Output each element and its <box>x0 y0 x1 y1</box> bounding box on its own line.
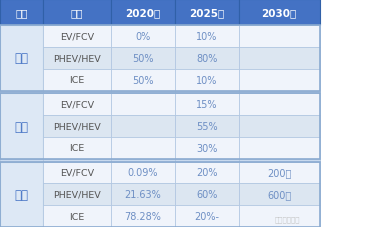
Bar <box>111 48 175 69</box>
Text: 0%: 0% <box>135 32 150 42</box>
Text: 600万: 600万 <box>267 190 291 199</box>
Text: 2025年: 2025年 <box>189 8 224 18</box>
Bar <box>175 137 239 159</box>
Text: 10%: 10% <box>196 75 217 85</box>
Bar <box>239 205 320 227</box>
Bar <box>43 116 111 137</box>
Bar <box>43 0 111 26</box>
Bar <box>111 159 175 162</box>
Text: 欧洲: 欧洲 <box>15 52 29 65</box>
Text: 80%: 80% <box>196 54 217 64</box>
Bar <box>0 94 43 159</box>
Bar <box>111 91 175 94</box>
Text: 30%: 30% <box>196 143 217 153</box>
Text: 50%: 50% <box>132 54 154 64</box>
Bar <box>175 26 239 48</box>
Text: 全球: 全球 <box>15 188 29 201</box>
Bar <box>239 48 320 69</box>
Bar <box>239 94 320 116</box>
Bar <box>0 159 43 162</box>
Bar <box>43 159 111 162</box>
Text: 50%: 50% <box>132 75 154 85</box>
Bar <box>0 26 43 91</box>
Text: PHEV/HEV: PHEV/HEV <box>53 54 101 63</box>
Text: 60%: 60% <box>196 190 217 199</box>
Bar <box>0 94 320 159</box>
Bar <box>239 0 320 26</box>
Bar <box>175 162 239 184</box>
Text: PHEV/HEV: PHEV/HEV <box>53 122 101 131</box>
Bar <box>43 91 111 94</box>
Bar <box>43 137 111 159</box>
Bar <box>239 184 320 205</box>
Bar <box>239 69 320 91</box>
Text: ICE: ICE <box>70 76 85 85</box>
Bar <box>0 162 320 227</box>
Bar <box>43 184 111 205</box>
Text: 10%: 10% <box>196 32 217 42</box>
Bar <box>111 205 175 227</box>
Text: EV/FCV: EV/FCV <box>60 100 94 109</box>
Text: 分类: 分类 <box>71 8 83 18</box>
Bar <box>0 162 43 227</box>
Bar <box>175 184 239 205</box>
Bar <box>43 162 111 184</box>
Text: PHEV/HEV: PHEV/HEV <box>53 190 101 199</box>
Text: 0.09%: 0.09% <box>127 168 158 178</box>
Text: 15%: 15% <box>196 100 218 110</box>
Text: 20%-: 20%- <box>194 211 219 221</box>
Bar <box>239 159 320 162</box>
Text: 丰田: 丰田 <box>15 8 28 18</box>
Text: EV/FCV: EV/FCV <box>60 168 94 177</box>
Bar <box>175 0 239 26</box>
Text: 200万: 200万 <box>267 168 291 178</box>
Text: 2020年: 2020年 <box>125 8 161 18</box>
Bar <box>111 184 175 205</box>
Text: 美国: 美国 <box>15 120 29 133</box>
Bar <box>0 0 43 26</box>
Bar <box>239 137 320 159</box>
Text: 20%: 20% <box>196 168 218 178</box>
Bar <box>0 26 320 91</box>
Bar <box>43 26 111 48</box>
Bar <box>175 159 239 162</box>
Text: ICE: ICE <box>70 144 85 153</box>
Text: EV/FCV: EV/FCV <box>60 32 94 42</box>
Bar <box>43 69 111 91</box>
Bar <box>43 205 111 227</box>
Bar <box>111 0 175 26</box>
Bar <box>111 137 175 159</box>
Bar <box>111 162 175 184</box>
Bar <box>43 48 111 69</box>
Bar <box>175 48 239 69</box>
Bar <box>175 116 239 137</box>
Text: 2030年: 2030年 <box>262 8 297 18</box>
Bar <box>239 116 320 137</box>
Text: 55%: 55% <box>196 122 218 131</box>
Bar <box>43 94 111 116</box>
Bar <box>239 26 320 48</box>
Bar <box>239 91 320 94</box>
Bar <box>175 91 239 94</box>
Bar <box>111 69 175 91</box>
Bar <box>111 26 175 48</box>
Text: 汽车电子设计: 汽车电子设计 <box>274 216 300 222</box>
Bar <box>111 116 175 137</box>
Bar <box>111 94 175 116</box>
Text: ICE: ICE <box>70 212 85 221</box>
Bar <box>175 205 239 227</box>
Bar <box>175 69 239 91</box>
Text: 78.28%: 78.28% <box>124 211 161 221</box>
Bar <box>239 162 320 184</box>
Bar <box>0 91 43 94</box>
Bar <box>175 94 239 116</box>
Text: 21.63%: 21.63% <box>124 190 161 199</box>
